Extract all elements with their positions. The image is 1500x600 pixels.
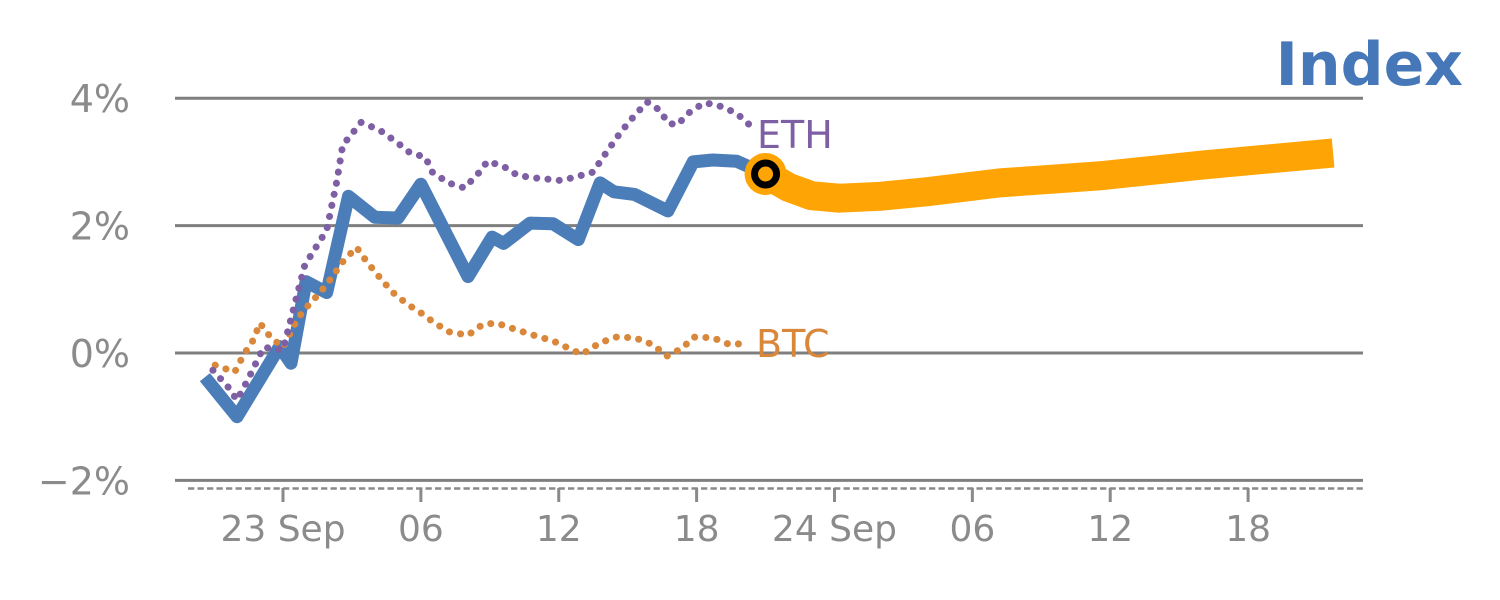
x-axis-tick-label: 12 [1087, 509, 1133, 550]
index-line [199, 153, 769, 424]
x-axis-tick-label: 18 [674, 509, 720, 550]
x-axis-tick-label: 18 [1225, 509, 1271, 550]
x-axis-tick-label: 06 [949, 509, 995, 550]
y-axis-tick-label: 0% [70, 332, 130, 376]
current-value-marker-ring [751, 159, 781, 189]
x-axis-tick-label: 24 Sep [772, 509, 897, 550]
x-axis-tick-label: 23 Sep [220, 509, 345, 550]
x-axis-tick-label: 12 [536, 509, 582, 550]
y-axis-tick-label: 2% [70, 205, 130, 249]
y-axis-tick-label: −2% [38, 459, 130, 503]
eth-series-label: ETH [757, 113, 833, 157]
y-axis-tick-label: 4% [70, 77, 130, 121]
btc-series-label: BTC [756, 322, 830, 366]
index-forecast-line [758, 138, 1335, 213]
chart-plot-area: 4% 2% 0% −2% 23 Sep 06 12 18 24 Sep 06 12 18 [38, 77, 1364, 550]
chart-title: Index [1276, 30, 1463, 100]
x-axis-tick-label: 06 [398, 509, 444, 550]
eth-line [209, 98, 756, 404]
